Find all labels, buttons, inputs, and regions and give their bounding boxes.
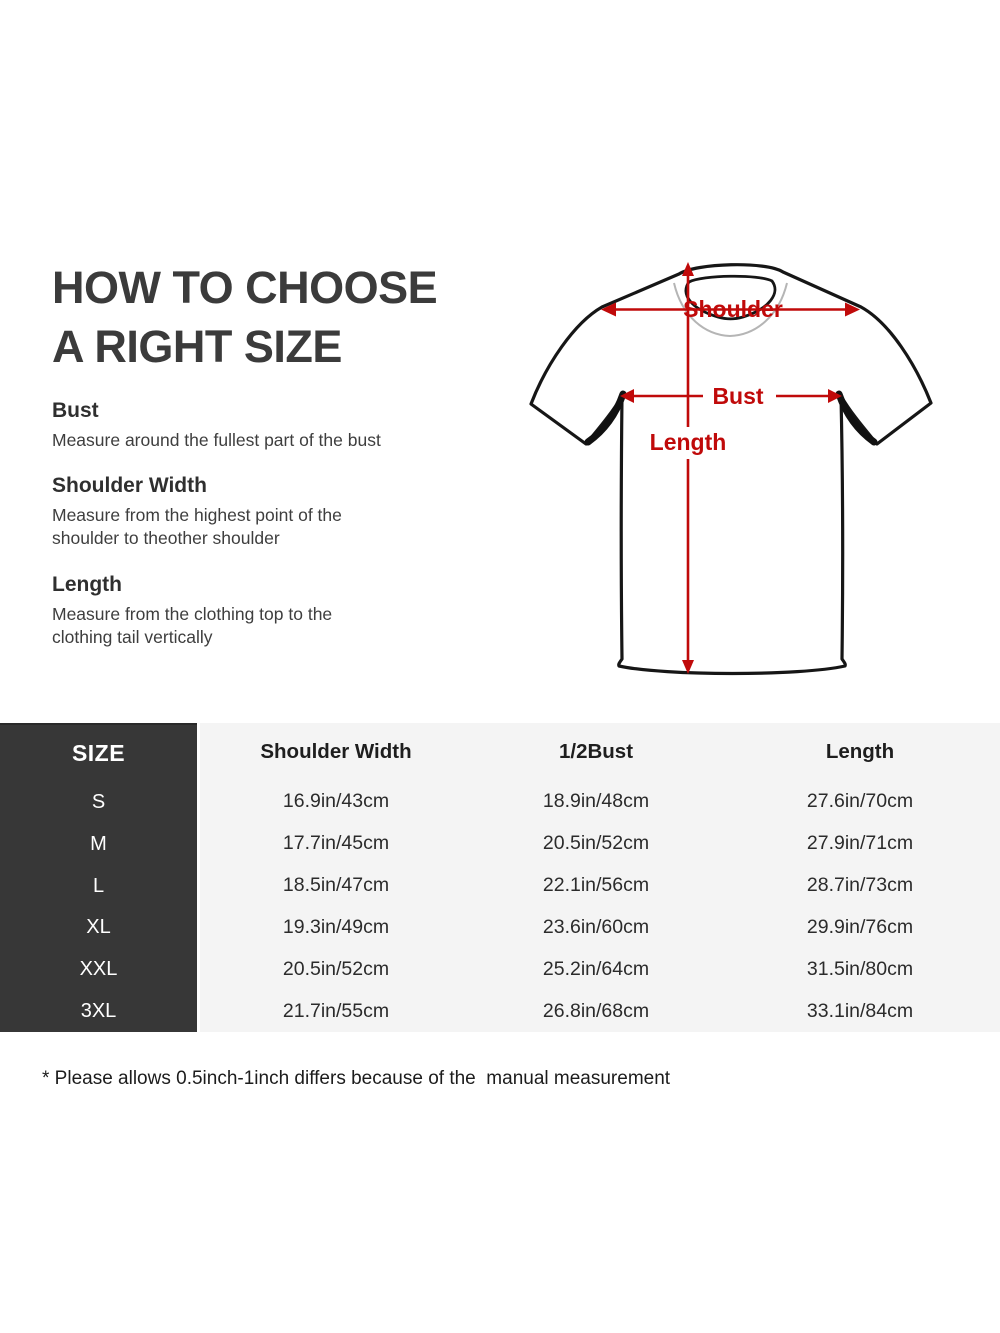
size-column-header: SIZE bbox=[71, 740, 126, 766]
instruction-length-text: Measure from the clothing top to the clo… bbox=[52, 603, 333, 647]
cell-l-shoulder: 18.5in/47cm bbox=[282, 873, 390, 896]
size-label-xxl: XXL bbox=[79, 958, 118, 981]
size-label-3xl: 3XL bbox=[80, 999, 117, 1022]
bust-arrow-label: Bust bbox=[712, 383, 763, 409]
tshirt-measurement-diagram: Shoulder Bust Length bbox=[500, 245, 960, 690]
table-row-xxl: 20.5in/52cm 25.2in/64cm 31.5in/80cm bbox=[200, 948, 1000, 990]
size-label-l: L bbox=[92, 874, 105, 897]
instruction-bust-heading: Bust bbox=[52, 398, 99, 422]
cell-m-bust: 20.5in/52cm bbox=[542, 831, 650, 854]
header-shoulder-width: Shoulder Width bbox=[260, 739, 412, 763]
size-table: SIZE S M L XL XXL 3XL Shoulder Width 1/2… bbox=[0, 723, 1000, 1032]
page-title-line1: HOW TO CHOOSE bbox=[52, 262, 438, 313]
instruction-shoulder-text: Measure from the highest point of the sh… bbox=[52, 505, 342, 549]
cell-3xl-bust: 26.8in/68cm bbox=[542, 999, 650, 1022]
cell-s-length: 27.6in/70cm bbox=[806, 789, 914, 812]
left-armpit-shade bbox=[584, 390, 627, 446]
instruction-length-heading: Length bbox=[52, 572, 122, 596]
instruction-bust: Bust Measure around the fullest part of … bbox=[52, 398, 472, 452]
instruction-length: Length Measure from the clothing top to … bbox=[52, 572, 472, 649]
cell-s-bust: 18.9in/48cm bbox=[542, 789, 650, 812]
cell-m-shoulder: 17.7in/45cm bbox=[282, 831, 390, 854]
length-arrow bbox=[682, 262, 694, 674]
cell-xl-length: 29.9in/76cm bbox=[806, 915, 914, 938]
instruction-shoulder-heading: Shoulder Width bbox=[52, 474, 207, 498]
table-column-divider bbox=[197, 723, 200, 1032]
bust-arrow bbox=[620, 389, 842, 403]
cell-m-length: 27.9in/71cm bbox=[806, 831, 914, 854]
table-row-s: 16.9in/43cm 18.9in/48cm 27.6in/70cm bbox=[200, 780, 1000, 822]
size-table-size-column: SIZE S M L XL XXL 3XL bbox=[0, 723, 197, 1032]
table-row-xl: 19.3in/49cm 23.6in/60cm 29.9in/76cm bbox=[200, 906, 1000, 948]
cell-xxl-length: 31.5in/80cm bbox=[806, 957, 914, 980]
size-label-xl: XL bbox=[86, 916, 111, 939]
table-header-row: Shoulder Width 1/2Bust Length bbox=[200, 723, 1000, 780]
right-armpit-shade bbox=[835, 390, 878, 446]
cell-xxl-bust: 25.2in/64cm bbox=[542, 957, 650, 980]
page-title: HOW TO CHOOSE A RIGHT SIZE bbox=[52, 258, 472, 377]
length-arrow-label: Length bbox=[650, 429, 727, 455]
cell-xl-bust: 23.6in/60cm bbox=[542, 915, 650, 938]
cell-3xl-length: 33.1in/84cm bbox=[806, 999, 914, 1022]
cell-l-length: 28.7in/73cm bbox=[806, 873, 914, 896]
measurement-disclaimer: * Please allows 0.5inch-1inch differs be… bbox=[42, 1068, 671, 1089]
table-row-l: 18.5in/47cm 22.1in/56cm 28.7in/73cm bbox=[200, 864, 1000, 906]
table-row-m: 17.7in/45cm 20.5in/52cm 27.9in/71cm bbox=[200, 822, 1000, 864]
shoulder-arrow-label: Shoulder bbox=[683, 296, 783, 322]
page-title-line2: A RIGHT SIZE bbox=[52, 321, 342, 373]
instruction-shoulder-width: Shoulder Width Measure from the highest … bbox=[52, 473, 472, 550]
cell-xl-shoulder: 19.3in/49cm bbox=[282, 915, 390, 938]
table-row-3xl: 21.7in/55cm 26.8in/68cm 33.1in/84cm bbox=[200, 990, 1000, 1032]
tshirt-diagram-svg: Shoulder Bust Length bbox=[529, 262, 933, 676]
cell-s-shoulder: 16.9in/43cm bbox=[282, 789, 390, 812]
cell-3xl-shoulder: 21.7in/55cm bbox=[282, 999, 390, 1022]
cell-l-bust: 22.1in/56cm bbox=[542, 873, 650, 896]
header-length: Length bbox=[825, 739, 895, 763]
tshirt-outline bbox=[529, 263, 933, 676]
cell-xxl-shoulder: 20.5in/52cm bbox=[282, 957, 390, 980]
shoulder-arrow bbox=[601, 302, 860, 317]
size-guide-intro: HOW TO CHOOSE A RIGHT SIZE Bust Measure … bbox=[52, 258, 472, 649]
size-table-data-columns: Shoulder Width 1/2Bust Length 16.9in/43c… bbox=[200, 723, 1000, 1032]
size-label-s: S bbox=[91, 791, 106, 814]
header-half-bust: 1/2Bust bbox=[558, 739, 634, 763]
instruction-bust-text: Measure around the fullest part of the b… bbox=[52, 430, 381, 451]
size-label-m: M bbox=[90, 833, 107, 855]
